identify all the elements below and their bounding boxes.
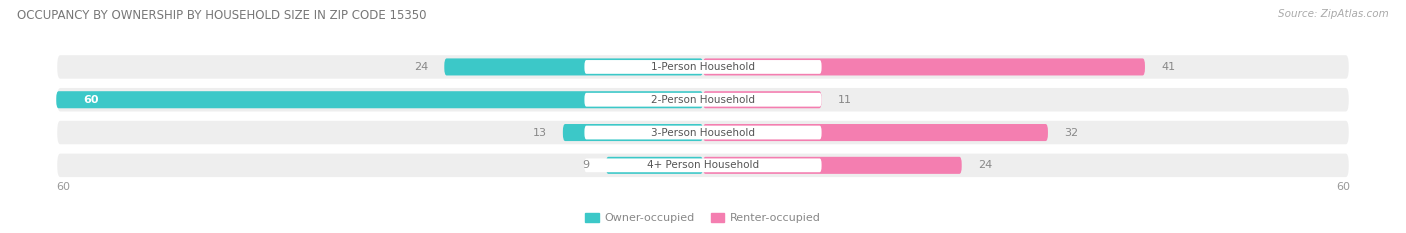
FancyBboxPatch shape <box>585 60 821 74</box>
FancyBboxPatch shape <box>56 54 1350 80</box>
Text: 60: 60 <box>56 182 70 192</box>
FancyBboxPatch shape <box>703 124 1047 141</box>
FancyBboxPatch shape <box>585 93 821 107</box>
FancyBboxPatch shape <box>585 158 821 172</box>
Legend: Owner-occupied, Renter-occupied: Owner-occupied, Renter-occupied <box>581 208 825 228</box>
Text: 13: 13 <box>533 127 547 137</box>
FancyBboxPatch shape <box>585 126 821 139</box>
FancyBboxPatch shape <box>562 124 703 141</box>
FancyBboxPatch shape <box>703 91 821 108</box>
Text: 32: 32 <box>1064 127 1078 137</box>
FancyBboxPatch shape <box>703 157 962 174</box>
Text: 24: 24 <box>979 160 993 170</box>
FancyBboxPatch shape <box>606 157 703 174</box>
FancyBboxPatch shape <box>444 58 703 75</box>
Text: 11: 11 <box>838 95 852 105</box>
Text: 9: 9 <box>582 160 591 170</box>
Text: 3-Person Household: 3-Person Household <box>651 127 755 137</box>
Text: 24: 24 <box>413 62 429 72</box>
FancyBboxPatch shape <box>703 58 1144 75</box>
Text: 1-Person Household: 1-Person Household <box>651 62 755 72</box>
FancyBboxPatch shape <box>56 91 703 108</box>
FancyBboxPatch shape <box>56 120 1350 145</box>
FancyBboxPatch shape <box>56 153 1350 178</box>
Text: 60: 60 <box>83 95 98 105</box>
Text: 2-Person Household: 2-Person Household <box>651 95 755 105</box>
FancyBboxPatch shape <box>56 87 1350 113</box>
Text: Source: ZipAtlas.com: Source: ZipAtlas.com <box>1278 9 1389 19</box>
Text: 41: 41 <box>1161 62 1175 72</box>
Text: 4+ Person Household: 4+ Person Household <box>647 160 759 170</box>
Text: 60: 60 <box>1336 182 1350 192</box>
Text: OCCUPANCY BY OWNERSHIP BY HOUSEHOLD SIZE IN ZIP CODE 15350: OCCUPANCY BY OWNERSHIP BY HOUSEHOLD SIZE… <box>17 9 426 22</box>
